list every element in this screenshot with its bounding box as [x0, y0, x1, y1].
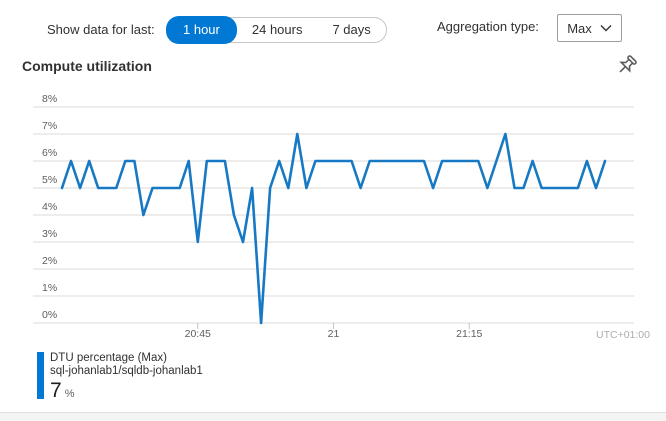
legend[interactable]: DTU percentage (Max) sql-johanlab1/sqldb… — [37, 352, 203, 401]
bottom-divider — [0, 412, 666, 413]
y-axis-tick-label: 3% — [42, 228, 58, 240]
legend-value: 7 — [50, 379, 62, 402]
y-axis-tick-label: 1% — [42, 282, 58, 294]
timezone-label: UTC+01:00 — [596, 329, 650, 341]
time-range-24-hours[interactable]: 24 hours — [251, 22, 303, 37]
legend-color-bar — [37, 352, 44, 399]
show-data-for-last-label: Show data for last: — [47, 22, 155, 37]
chart-title: Compute utilization — [22, 58, 152, 74]
y-axis-tick-label: 0% — [42, 309, 58, 321]
y-axis-tick-label: 7% — [42, 120, 58, 132]
aggregation-value: Max — [567, 20, 592, 36]
x-axis-tick-label: 21 — [327, 328, 340, 340]
aggregation-type-label: Aggregation type: — [437, 19, 539, 34]
chart-plot-area[interactable] — [33, 100, 634, 324]
legend-series-name: DTU percentage (Max) — [50, 352, 167, 364]
legend-resource-name: sql-johanlab1/sqldb-johanlab1 — [50, 365, 203, 377]
x-axis-tick-label: 20:45 — [184, 328, 211, 340]
footer-strip — [0, 413, 666, 421]
time-range-7-days[interactable]: 7 days — [332, 22, 371, 37]
pushpin-icon — [619, 54, 637, 73]
x-axis-tick-label: 21:15 — [456, 328, 483, 340]
aggregation-dropdown[interactable]: Max — [557, 14, 622, 42]
y-axis-tick-label: 4% — [42, 201, 58, 213]
pin-button[interactable] — [611, 52, 641, 82]
legend-unit: % — [64, 388, 75, 400]
time-range-toggle: 1 hour 24 hours 7 days — [166, 16, 387, 44]
y-axis-tick-label: 8% — [42, 93, 58, 105]
time-range-1-hour[interactable]: 1 hour — [166, 16, 237, 44]
y-axis-tick-label: 6% — [42, 147, 58, 159]
chevron-down-icon — [600, 25, 612, 32]
y-axis-tick-label: 2% — [42, 255, 58, 267]
y-axis-tick-label: 5% — [42, 174, 58, 186]
